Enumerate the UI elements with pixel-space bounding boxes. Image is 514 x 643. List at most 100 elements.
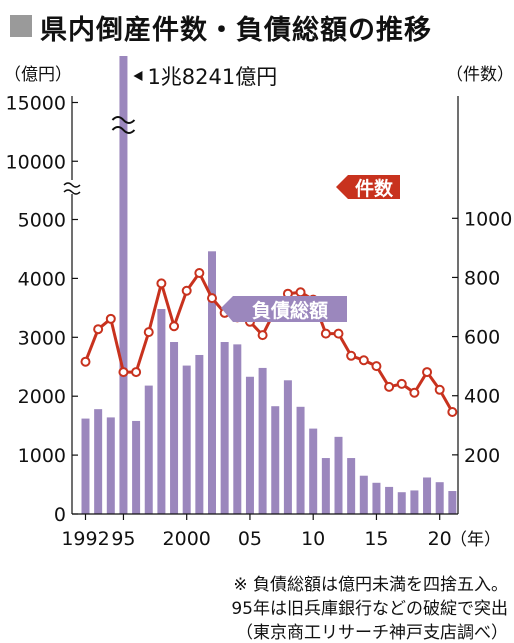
debt-bar-2003: [220, 342, 229, 514]
count-point-1999: [169, 321, 180, 332]
count-point-2016: [384, 381, 395, 392]
debt-bar-2009: [296, 406, 305, 514]
debt-callout-box: [221, 296, 347, 322]
chart-title-bar: 県内倒産件数・負債総額の推移: [0, 6, 514, 46]
bar-break-wave-1: [111, 126, 136, 134]
line-series-count: [80, 268, 458, 417]
count-point-2017: [396, 378, 407, 389]
count-callout-box: [336, 175, 400, 199]
count-point-2013: [346, 350, 357, 361]
count-point-2011: [320, 328, 331, 339]
count-point-2006: [257, 330, 268, 341]
debt-bar-2000: [182, 365, 191, 514]
debt-bar-2017: [397, 492, 406, 514]
count-point-2009: [295, 287, 306, 298]
count-point-2000: [181, 285, 192, 296]
debt-bar-2010: [309, 428, 318, 514]
debt-bar-2012: [334, 436, 343, 514]
x-tick-label-2005: 05: [238, 528, 262, 550]
debt-bar-2018: [410, 490, 419, 514]
count-point-1997: [143, 327, 154, 338]
count-point-2014: [358, 355, 369, 366]
count-line: [84, 271, 454, 413]
debt-bar-2014: [359, 475, 368, 514]
bar-series-debt: [81, 56, 457, 514]
x-tick-label-2015: 15: [364, 528, 388, 550]
debt-bar-1997: [144, 385, 153, 514]
peak-label: 1兆8241億円: [147, 65, 277, 89]
debt-bar-2007: [271, 406, 280, 514]
count-point-2002: [207, 293, 217, 304]
debt-bar-2016: [385, 486, 394, 514]
left-axis-break-wave-0: [63, 182, 81, 188]
right-axis-unit: （件数）: [446, 65, 514, 85]
right-tick-label-800: 800: [464, 267, 500, 289]
debt-bar-2002: [208, 251, 216, 514]
axes: 0 1000 2000 3000 4000 5000 10000 15000 200 400 600…: [4, 65, 514, 550]
left-axis-unit: （億円）: [4, 65, 72, 85]
debt-bar-1992: [81, 418, 90, 514]
debt-bar-1995: [119, 56, 128, 514]
debt-bar-1993: [94, 409, 103, 514]
bar-break-wave-0: [111, 116, 136, 124]
count-point-2012: [333, 328, 344, 339]
debt-bar-2005: [245, 376, 254, 514]
bar-break-segment: [119, 113, 128, 131]
count-point-2020: [434, 384, 445, 395]
count-point-2021: [447, 406, 458, 417]
right-tick-label-1000: 1000: [464, 208, 512, 230]
note-line-2: 95年は旧兵庫銀行などの破綻で突出: [231, 599, 508, 619]
left-axis-break-wave-1: [63, 189, 81, 195]
debt-bar-2020: [435, 482, 444, 514]
right-tick-label-600: 600: [464, 327, 500, 349]
right-tick-label-400: 400: [464, 386, 500, 408]
note-line-1: ※ 負債総額は億円未満を四捨五入。: [233, 575, 508, 595]
debt-bar-2001: [195, 354, 204, 514]
debt-bar-1994: [106, 417, 115, 514]
left-tick-label-10000: 10000: [6, 151, 66, 173]
debt-bar-2008: [283, 380, 292, 514]
debt-bar-2019: [423, 477, 432, 514]
peak-pointer-icon: [133, 71, 143, 81]
debt-bar-2013: [347, 458, 356, 514]
debt-bar-2015: [372, 482, 381, 514]
note-line-3: （東京商工リサーチ神戸支店調べ）: [236, 623, 508, 643]
left-tick-label-5000: 5000: [18, 210, 66, 232]
x-axis-unit: （年）: [450, 530, 501, 550]
debt-bar-2021: [448, 491, 457, 514]
count-point-2001: [194, 268, 205, 279]
debt-callout-label: 負債総額: [252, 299, 328, 322]
debt-bar-1999: [170, 342, 179, 514]
x-tick-label-1992: 1992: [61, 528, 109, 550]
debt-bar-2011: [321, 458, 330, 514]
left-tick-label-15000: 15000: [6, 93, 66, 115]
x-tick-label-2000: 2000: [163, 528, 211, 550]
debt-bar-1998: [157, 309, 166, 514]
count-point-1994: [105, 313, 116, 324]
right-tick-label-200: 200: [464, 445, 500, 467]
count-point-1995: [118, 367, 129, 378]
left-tick-label-4000: 4000: [18, 268, 66, 290]
left-tick-label-0: 0: [54, 504, 66, 526]
debt-bar-2004: [233, 344, 242, 514]
count-point-1992: [80, 356, 91, 367]
title-square-icon: [10, 15, 32, 37]
debt-bar-2006: [258, 367, 267, 514]
x-tick-label-2010: 10: [301, 528, 325, 550]
chart-title: 県内倒産件数・負債総額の推移: [40, 15, 432, 46]
count-point-1996: [131, 367, 142, 378]
count-point-2015: [371, 361, 382, 372]
count-point-1998: [156, 278, 167, 289]
x-tick-label-1995: 95: [111, 528, 135, 550]
left-tick-label-3000: 3000: [18, 327, 66, 349]
count-point-2019: [422, 367, 433, 378]
debt-bar-1996: [132, 420, 141, 514]
count-point-1993: [93, 324, 104, 335]
count-callout-label: 件数: [355, 177, 394, 200]
x-tick-label-2020: 20: [428, 528, 452, 550]
left-tick-label-1000: 1000: [18, 445, 66, 467]
left-tick-label-2000: 2000: [18, 386, 66, 408]
count-point-2018: [409, 387, 420, 398]
